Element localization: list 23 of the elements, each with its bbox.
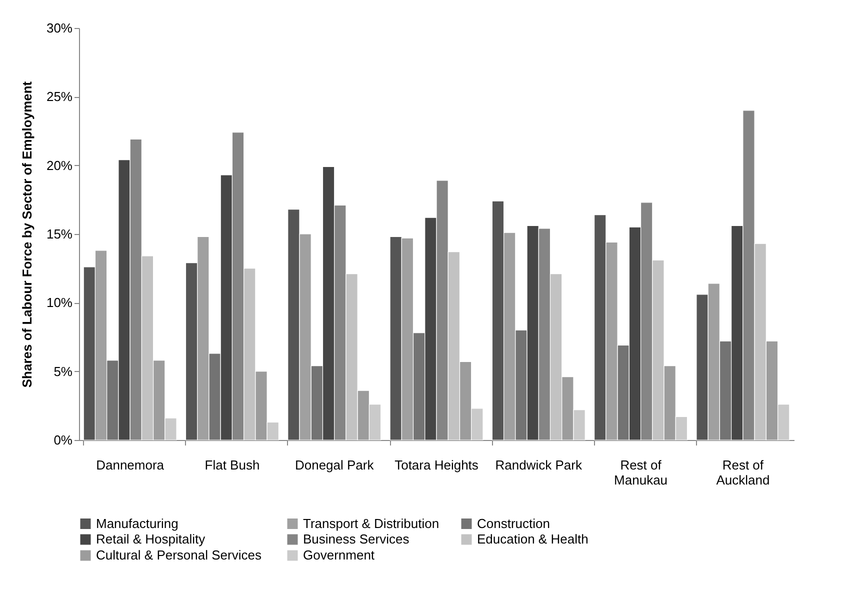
y-axis-title: Shares of Labour Force by Sector of Employment <box>19 80 34 388</box>
y-tick-label: 15% <box>46 226 73 242</box>
x-tick-label: Randwick Park <box>495 458 582 472</box>
legend-label: Education & Health <box>477 532 588 546</box>
legend-label: Construction <box>477 516 550 531</box>
legend-label: Manufacturing <box>96 516 178 531</box>
legend-label: Government <box>303 548 375 562</box>
legend-label: Cultural & Personal Services <box>96 548 262 562</box>
x-tick-label: Rest of Auckland <box>716 458 770 488</box>
x-tick-label: Totara Heights <box>394 458 479 472</box>
legend-label: Transport & Distribution <box>303 516 440 531</box>
x-tick-label: Rest of Manukau <box>614 458 668 488</box>
y-tick-label: 0% <box>54 432 73 448</box>
y-tick-label: 30% <box>46 20 73 36</box>
y-tick-label: 5% <box>54 364 73 379</box>
legend-label: Retail & Hospitality <box>96 532 206 546</box>
x-tick-label: Donegal Park <box>294 458 374 472</box>
y-tick-label: 25% <box>46 89 73 104</box>
x-tick-label: Flat Bush <box>204 458 260 472</box>
legend-label: Business Services <box>303 532 410 546</box>
x-tick-label: Dannemora <box>96 458 165 472</box>
y-tick-label: 10% <box>46 295 73 310</box>
y-tick-label: 20% <box>46 158 73 173</box>
